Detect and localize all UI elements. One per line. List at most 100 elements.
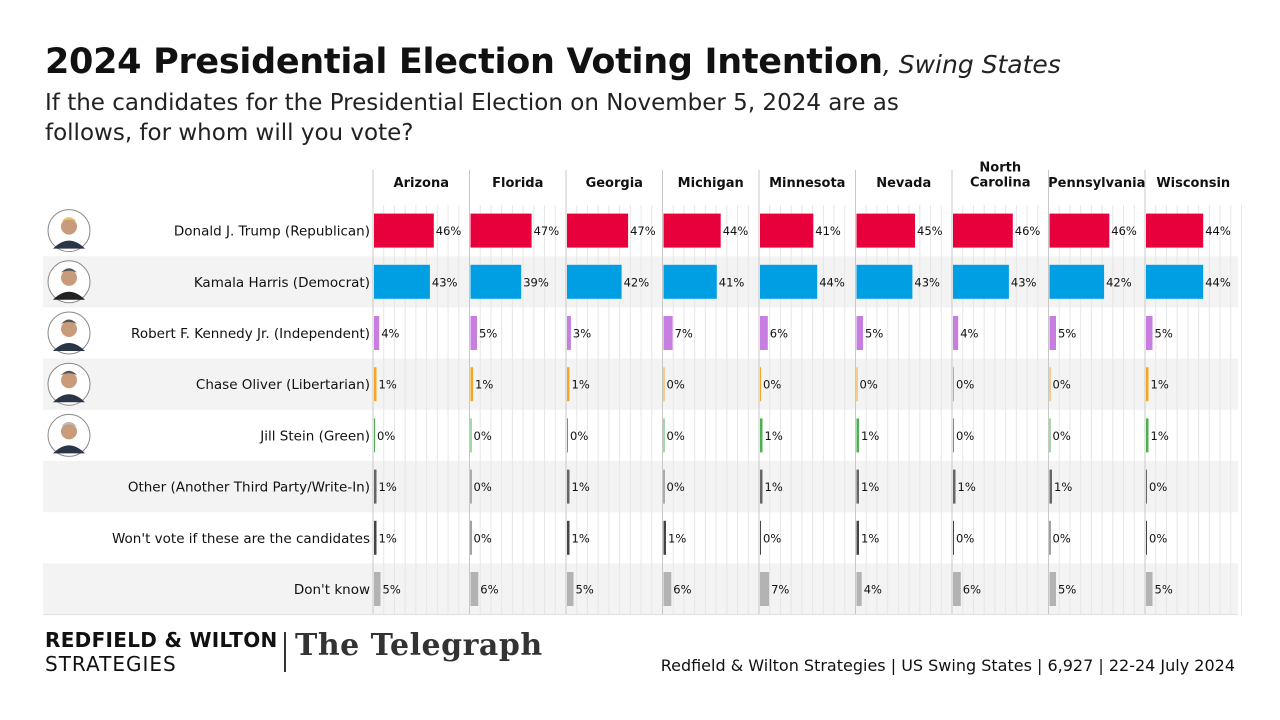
bar-minnesota-6: [760, 520, 761, 555]
redfield-wilton-logo: REDFIELD & WILTON STRATEGIES: [45, 628, 278, 676]
bar-michigan-6: [663, 520, 666, 555]
category-label: Other (Another Third Party/Write-In): [128, 480, 370, 496]
bar-wisconsin-6: [1146, 520, 1147, 555]
data-label: 0%: [570, 429, 588, 443]
state-header: Georgia: [586, 176, 643, 191]
data-label: 1%: [1151, 429, 1169, 443]
data-label: 39%: [523, 275, 549, 289]
bar-florida-3: [470, 367, 473, 402]
data-label: 44%: [1205, 275, 1231, 289]
bar-north-carolina-4: [953, 418, 954, 453]
bar-wisconsin-5: [1146, 469, 1147, 504]
harris-photo-hair: [61, 268, 77, 273]
bar-florida-7: [470, 572, 479, 606]
data-label: 6%: [673, 583, 691, 597]
data-label: 0%: [956, 531, 974, 545]
state-header: Nevada: [876, 176, 931, 191]
data-label: 44%: [723, 224, 749, 238]
data-label: 3%: [573, 327, 591, 341]
data-label: 0%: [1053, 531, 1071, 545]
bar-minnesota-2: [760, 316, 768, 350]
data-label: 46%: [1015, 224, 1041, 238]
data-label: 6%: [480, 583, 498, 597]
data-label: 41%: [815, 224, 841, 238]
bar-minnesota-1: [760, 264, 818, 299]
bar-florida-4: [470, 418, 472, 453]
bar-wisconsin-7: [1146, 572, 1153, 606]
row-stripe: [43, 358, 1238, 410]
data-label: 5%: [865, 327, 883, 341]
state-header: Carolina: [970, 176, 1031, 191]
data-label: 0%: [1053, 378, 1071, 392]
bar-pennsylvania-1: [1049, 264, 1105, 299]
logo-line2: STRATEGIES: [45, 652, 177, 676]
bar-georgia-4: [567, 418, 568, 453]
data-label: 1%: [861, 531, 879, 545]
state-header: Minnesota: [769, 176, 845, 191]
category-label: Chase Oliver (Libertarian): [196, 377, 370, 393]
state-header: North: [979, 161, 1021, 176]
data-label: 47%: [630, 224, 656, 238]
data-label: 0%: [474, 480, 492, 494]
data-label: 6%: [963, 583, 981, 597]
data-label: 0%: [1149, 480, 1167, 494]
data-label: 5%: [576, 583, 594, 597]
data-label: 0%: [474, 531, 492, 545]
bar-minnesota-3: [760, 367, 761, 402]
data-label: 7%: [675, 327, 693, 341]
oliver-photo-shoulders: [53, 394, 85, 403]
bar-florida-0: [470, 213, 532, 248]
bar-nevada-7: [856, 572, 862, 606]
bar-michigan-0: [663, 213, 721, 248]
data-label: 1%: [861, 429, 879, 443]
trump-photo-hair: [61, 217, 77, 222]
bar-florida-6: [470, 520, 472, 555]
bar-pennsylvania-6: [1049, 520, 1051, 555]
trump-photo-face: [61, 218, 77, 235]
bar-arizona-0: [374, 213, 434, 248]
category-label: Kamala Harris (Democrat): [194, 275, 370, 291]
bar-georgia-2: [567, 316, 571, 350]
data-label: 4%: [864, 583, 882, 597]
bar-georgia-1: [567, 264, 622, 299]
data-label: 43%: [914, 275, 940, 289]
bar-florida-1: [470, 264, 522, 299]
trump-photo-shoulders: [53, 240, 85, 249]
data-label: 1%: [572, 480, 590, 494]
bar-arizona-3: [374, 367, 377, 402]
bar-florida-5: [470, 469, 472, 504]
bar-minnesota-7: [760, 572, 770, 606]
data-label: 42%: [624, 275, 650, 289]
data-label: 0%: [474, 429, 492, 443]
bar-pennsylvania-3: [1049, 367, 1051, 402]
data-label: 5%: [1058, 583, 1076, 597]
data-label: 0%: [377, 429, 395, 443]
chart-title: 2024 Presidential Election Voting Intent…: [45, 42, 883, 82]
bar-arizona-4: [374, 418, 375, 453]
bar-michigan-2: [663, 316, 673, 350]
data-label: 44%: [1205, 224, 1231, 238]
data-label: 47%: [534, 224, 560, 238]
category-label: Robert F. Kennedy Jr. (Independent): [131, 326, 370, 342]
state-header: Arizona: [394, 176, 449, 191]
bar-pennsylvania-2: [1049, 316, 1056, 350]
data-label: 43%: [432, 275, 458, 289]
kennedy-photo-hair: [61, 319, 77, 324]
bar-arizona-7: [374, 572, 381, 606]
bar-michigan-1: [663, 264, 717, 299]
logo-line1: REDFIELD & WILTON: [45, 628, 278, 652]
data-label: 46%: [1111, 224, 1137, 238]
data-label: 0%: [763, 531, 781, 545]
category-label: Don't know: [294, 582, 370, 598]
bar-wisconsin-0: [1146, 213, 1204, 248]
bar-north-carolina-2: [953, 316, 959, 350]
row-stripe: [43, 256, 1238, 308]
data-label: 41%: [719, 275, 745, 289]
data-label: 0%: [956, 378, 974, 392]
telegraph-logo: The Telegraph: [295, 628, 543, 663]
data-label: 7%: [771, 583, 789, 597]
stein-photo-shoulders: [53, 445, 85, 454]
category-label: Donald J. Trump (Republican): [174, 224, 370, 240]
data-label: 44%: [819, 275, 845, 289]
chart-title-line: 2024 Presidential Election Voting Intent…: [45, 42, 1061, 82]
